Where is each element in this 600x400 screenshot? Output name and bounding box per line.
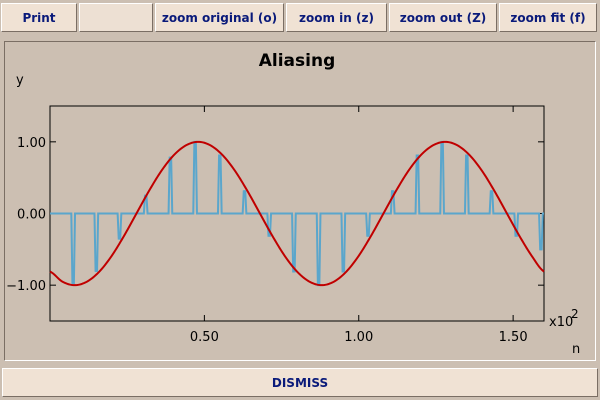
axis-ticks: 0.50 1.00 1.50 1.00 0.00 −1.00 [6,106,544,345]
sample-point [515,234,518,237]
x-axis-label: n [572,342,580,357]
x-tick-label: 1.00 [344,330,373,345]
toolbar-spacer [79,3,153,32]
sample-point [292,270,295,273]
signal-series-line [49,140,545,287]
x-tick-label: 1.50 [499,330,528,345]
plot-panel [4,41,596,361]
sample-point [416,154,419,157]
sample-point [539,248,542,251]
sample-point [218,154,221,157]
y-tick-label: −1.00 [6,279,46,294]
y-axis-label: y [16,73,24,88]
sample-point [243,190,246,193]
sample-point [95,269,98,272]
sample-point [342,270,345,273]
sample-point [490,190,493,193]
zoom-original-button[interactable]: zoom original (o) [155,3,284,32]
y-tick-label: 1.00 [17,136,46,151]
sample-point [391,190,394,193]
dismiss-button[interactable]: DISMISS [2,368,598,397]
sample-point [72,282,75,285]
y-tick-label: 0.00 [17,208,46,223]
sample-point [268,234,271,237]
x-tick-label: 0.50 [190,330,219,345]
chart-title: Aliasing [259,51,336,71]
sample-point [118,237,121,240]
print-button[interactable]: Print [1,3,77,32]
zoom-in-button[interactable]: zoom in (z) [286,3,387,32]
sample-point [465,154,468,157]
sample-point [367,234,370,237]
sampled-series-line [50,140,544,287]
x-multiplier-exponent: 2 [571,307,579,321]
zoom-fit-button[interactable]: zoom fit (f) [499,3,597,32]
x-multiplier-label: x10 [549,315,573,330]
zoom-out-button[interactable]: zoom out (Z) [389,3,497,32]
series-layer [49,140,545,287]
